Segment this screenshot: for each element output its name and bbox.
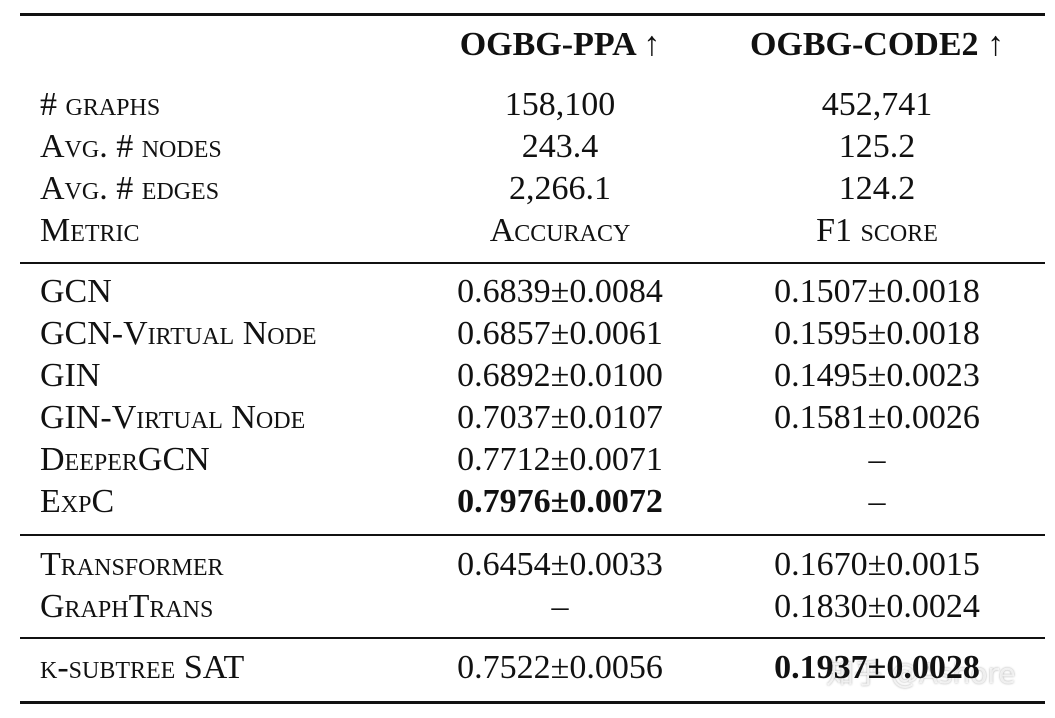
table-cell: 0.7037±0.0107 [457,399,663,436]
table-cell: 0.1937±0.0028 [774,649,980,686]
top-rule [20,13,1045,16]
table-cell: 0.1670±0.0015 [774,546,980,583]
table-cell: 0.1595±0.0018 [774,315,980,352]
row-label: GCN-Virtual Node [40,315,317,352]
table-cell: 0.1507±0.0018 [774,273,980,310]
table-cell: 0.1581±0.0026 [774,399,980,436]
watermark: 知乎 @Ashore [826,657,1016,690]
column-header: OGBG-PPA ↑ [459,26,661,63]
table-cell: 0.6892±0.0100 [457,357,663,394]
table-cell: 0.7522±0.0056 [457,649,663,686]
table-cell: 0.6454±0.0033 [457,546,663,583]
mid-rule [20,637,1045,639]
row-label: DeeperGCN [40,441,210,478]
table-cell: 0.1830±0.0024 [774,588,980,625]
table-cell: 0.6857±0.0061 [457,315,663,352]
table-cell: 0.7712±0.0071 [457,441,663,478]
table-cell: Accuracy [489,212,631,249]
column-header: OGBG-CODE2 ↑ [749,26,1005,63]
table-cell: 158,100 [504,86,616,123]
bottom-rule [20,701,1045,704]
row-label: GraphTrans [40,588,214,625]
table-cell: 124.2 [838,170,916,207]
row-label: # graphs [40,86,161,123]
row-label: Avg. # edges [40,170,220,207]
row-label: GIN [40,357,101,394]
row-label: GIN-Virtual Node [40,399,306,436]
row-label: Avg. # nodes [40,128,222,165]
row-label: Transformer [40,546,224,583]
table-cell: – [868,441,886,478]
table-cell: 2,266.1 [509,170,611,207]
row-label: GCN [40,273,112,310]
row-label: Metric [40,212,140,249]
table-cell: – [868,483,886,520]
table-cell: 0.7976±0.0072 [457,483,663,520]
row-label: ExpC [40,483,115,520]
table-cell: F1 score [816,212,938,249]
table-cell: 243.4 [521,128,599,165]
table-cell: 0.6839±0.0084 [457,273,663,310]
table-cell: 125.2 [838,128,916,165]
row-label: k-subtree SAT [40,649,245,686]
table-cell: – [551,588,569,625]
table-cell: 0.1495±0.0023 [774,357,980,394]
table-cell: 452,741 [821,86,933,123]
mid-rule [20,534,1045,536]
mid-rule [20,262,1045,264]
